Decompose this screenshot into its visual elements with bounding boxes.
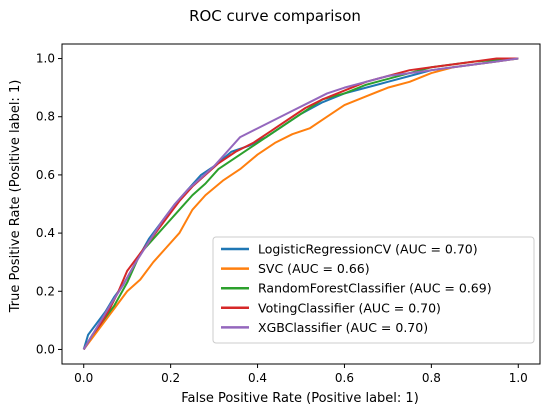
plot-frame bbox=[61, 43, 541, 365]
series-line-3 bbox=[82, 57, 519, 350]
x-tick-label: 1.0 bbox=[509, 371, 528, 385]
y-tick-label: 1.0 bbox=[36, 52, 55, 66]
y-axis-label: True Positive Rate (Positive label: 1) bbox=[8, 80, 23, 314]
series-line-1 bbox=[82, 57, 519, 351]
plot-series bbox=[82, 57, 519, 351]
legend-label-2: RandomForestClassifier (AUC = 0.69) bbox=[258, 281, 492, 296]
series-line-4 bbox=[82, 57, 519, 350]
x-tick-label: 0.8 bbox=[422, 371, 441, 385]
y-tick-label: 0.8 bbox=[36, 110, 55, 124]
axis-ticks: 0.0 0.2 0.4 0.6 0.8 1.0 0.0 0.2 0.4 0.6 0.8 1.0 bbox=[36, 52, 528, 385]
y-tick-label: 0.0 bbox=[36, 342, 55, 356]
legend-label-4: XGBClassifier (AUC = 0.70) bbox=[258, 320, 428, 335]
x-tick-label: 0.0 bbox=[74, 371, 93, 385]
x-tick-label: 0.2 bbox=[161, 371, 180, 385]
x-axis-label: False Positive Rate (Positive label: 1) bbox=[181, 391, 419, 406]
x-tick-label: 0.4 bbox=[248, 371, 267, 385]
legend-box bbox=[212, 236, 535, 344]
y-tick-label: 0.2 bbox=[36, 284, 55, 298]
y-tick-label: 0.4 bbox=[36, 226, 55, 240]
legend-label-3: VotingClassifier (AUC = 0.70) bbox=[258, 300, 441, 315]
legend: LogisticRegressionCV (AUC = 0.70) SVC (AU… bbox=[212, 236, 535, 344]
y-tick-label: 0.6 bbox=[36, 168, 55, 182]
chart-title: ROC curve comparison bbox=[189, 7, 361, 25]
x-tick-label: 0.6 bbox=[335, 371, 354, 385]
legend-label-0: LogisticRegressionCV (AUC = 0.70) bbox=[258, 242, 478, 257]
legend-label-1: SVC (AUC = 0.66) bbox=[258, 261, 370, 276]
